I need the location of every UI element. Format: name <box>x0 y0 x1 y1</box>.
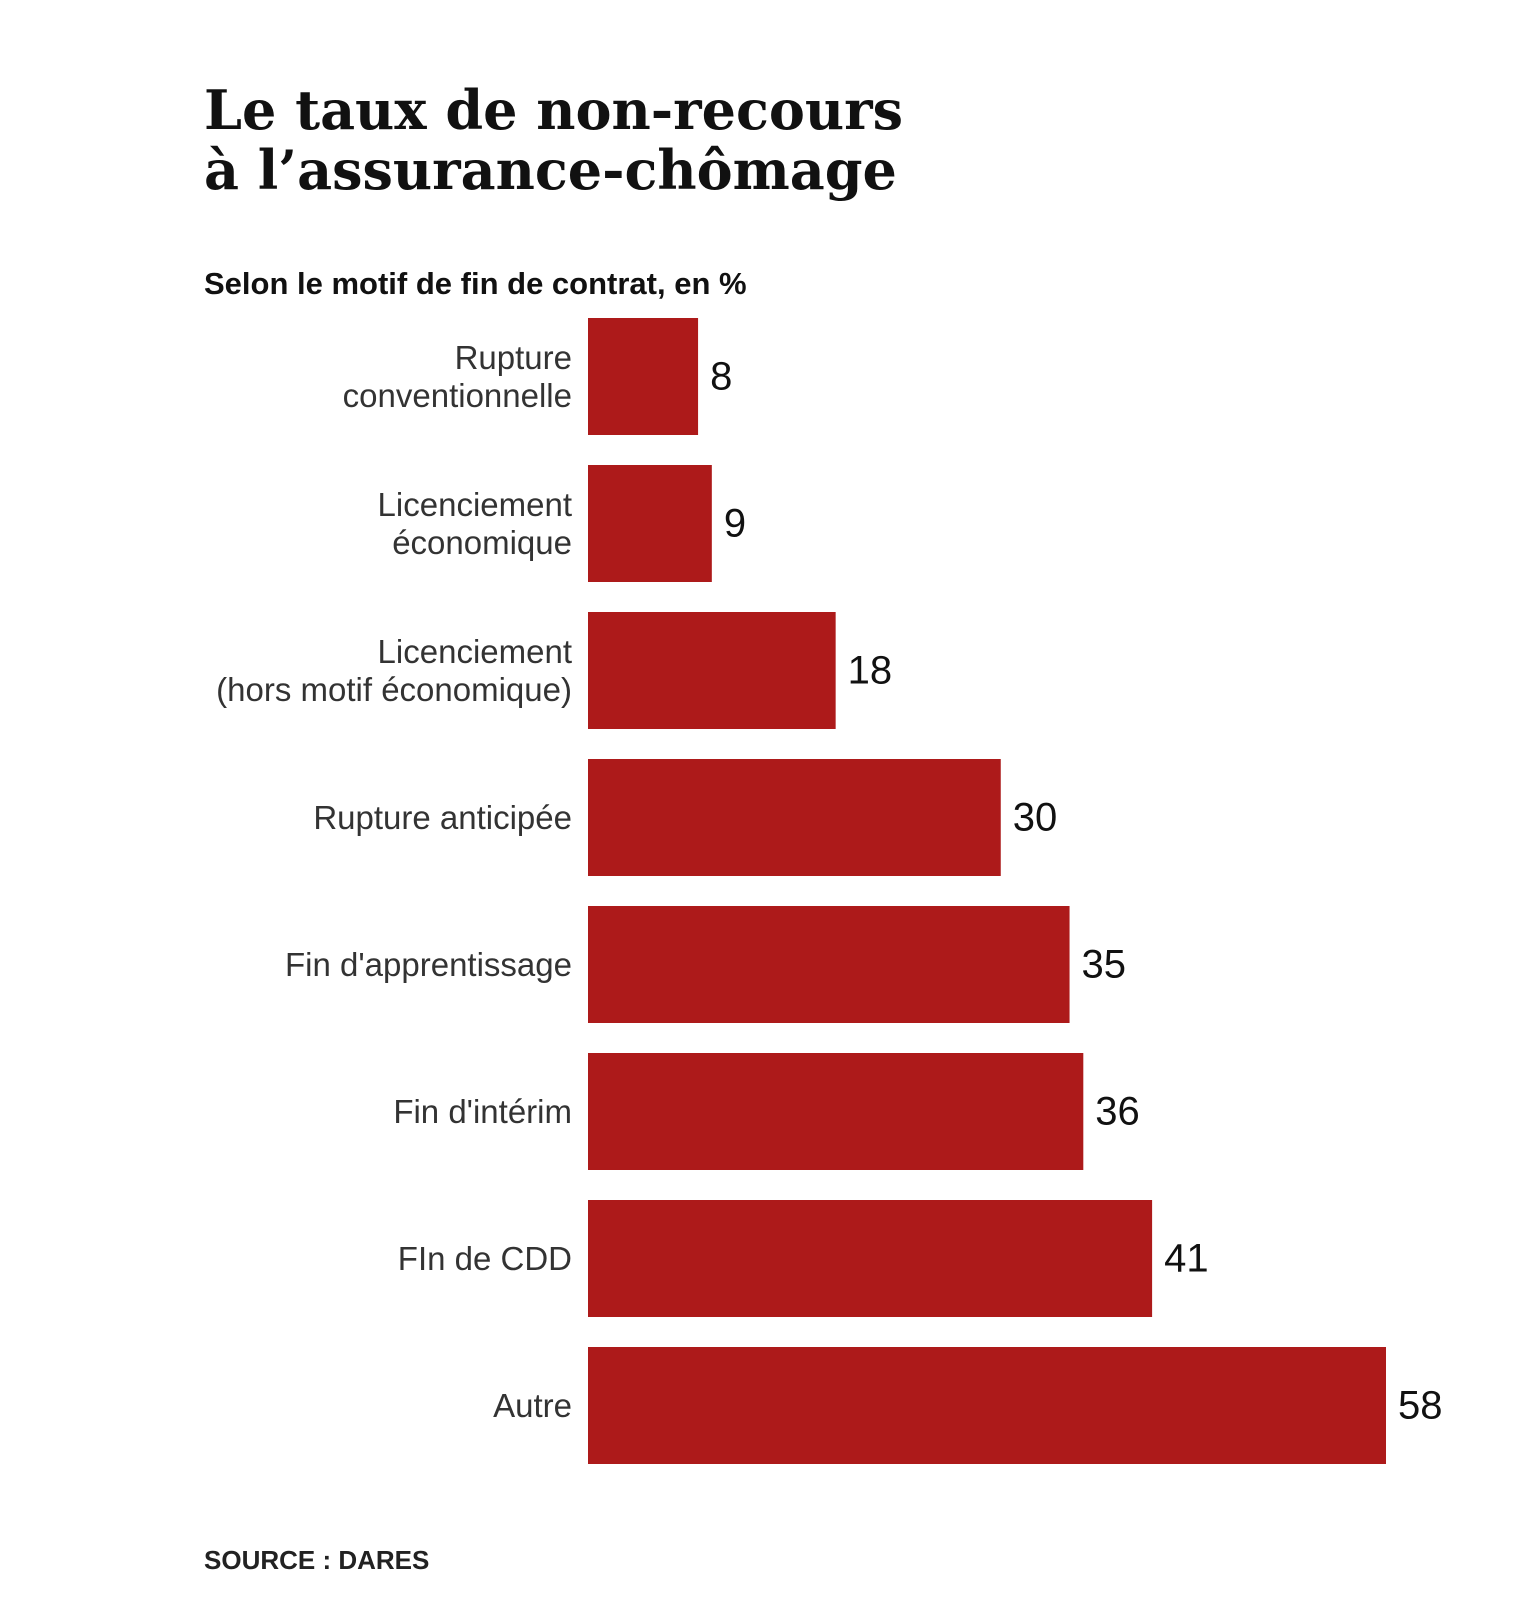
category-label-2-line-1: Licenciement <box>378 486 572 523</box>
category-label-4-line-1: Rupture anticipée <box>313 799 572 836</box>
value-label-7: 41 <box>1164 1237 1209 1281</box>
category-label-1-line-1: Rupture <box>455 339 572 376</box>
value-label-6: 36 <box>1095 1090 1140 1134</box>
chart-title: Le taux de non-recours à l’assurance-chô… <box>204 80 903 200</box>
category-label-7-line-1: FIn de CDD <box>398 1240 572 1277</box>
value-label-1: 8 <box>710 355 732 399</box>
value-label-3: 18 <box>848 649 893 693</box>
bar-7 <box>588 1200 1153 1317</box>
source-note: SOURCE : DARES <box>204 1545 430 1575</box>
chart-subtitle: Selon le motif de fin de contrat, en % <box>204 266 747 301</box>
value-label-8: 58 <box>1398 1384 1443 1428</box>
category-label-8-line-1: Autre <box>493 1387 572 1424</box>
bar-5 <box>588 906 1070 1023</box>
value-label-4: 30 <box>1013 796 1057 840</box>
value-label-2: 9 <box>724 502 746 546</box>
category-label-6-line-1: Fin d'intérim <box>393 1093 572 1130</box>
bar-3 <box>588 612 836 729</box>
bar-1 <box>588 318 699 435</box>
bar-8 <box>588 1347 1386 1464</box>
bar-2 <box>588 465 712 582</box>
value-label-5: 35 <box>1082 943 1127 987</box>
chart-title-line-2: à l’assurance-chômage <box>204 138 897 202</box>
category-label-1-line-2: conventionnelle <box>343 377 572 414</box>
category-label-5-line-1: Fin d'apprentissage <box>285 946 572 983</box>
bar-4 <box>588 759 1001 876</box>
category-label-2-line-2: économique <box>392 524 572 561</box>
category-label-3-line-2: (hors motif économique) <box>216 671 572 708</box>
category-label-3-line-1: Licenciement <box>378 633 572 670</box>
bar-6 <box>588 1053 1084 1170</box>
chart-title-line-1: Le taux de non-recours <box>204 78 903 142</box>
